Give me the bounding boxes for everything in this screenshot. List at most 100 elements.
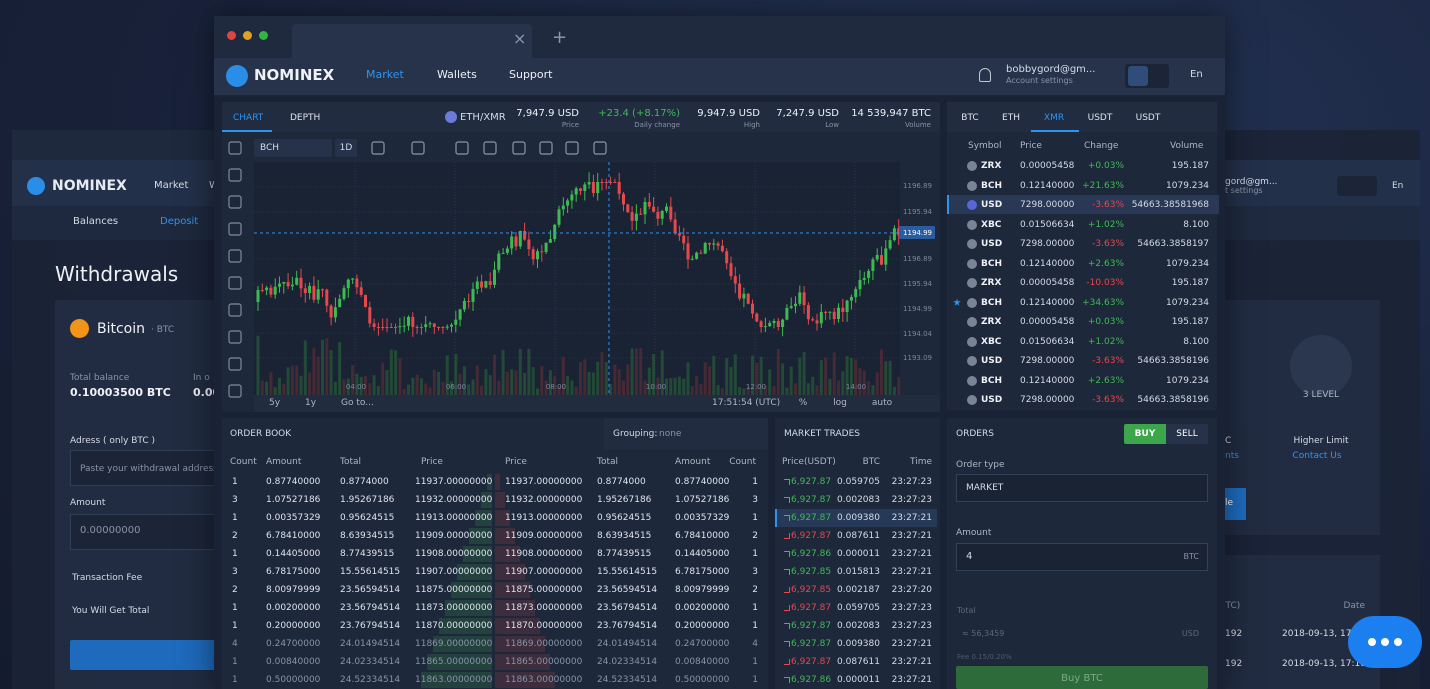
order-cell: 6.78410000 xyxy=(266,531,321,541)
candle-body xyxy=(467,300,471,302)
trade-arrow xyxy=(784,587,790,593)
min-dot[interactable] xyxy=(243,31,252,40)
tab-close[interactable]: × xyxy=(513,29,527,48)
order-cell: 1 xyxy=(752,603,758,613)
price: 0.12140000 xyxy=(1020,258,1075,269)
browser-tab[interactable] xyxy=(292,24,532,58)
volume-bar xyxy=(364,376,367,397)
chat-button[interactable] xyxy=(1348,616,1422,668)
trade-arrow xyxy=(784,677,790,683)
candle-body xyxy=(806,305,810,320)
market-tab[interactable]: ETH xyxy=(1002,113,1020,123)
market-tab[interactable]: USDT xyxy=(1135,113,1161,123)
order-cell: 1 xyxy=(752,621,758,631)
label[interactable]: Contact Us xyxy=(1292,451,1342,461)
chart-tab[interactable]: CHART xyxy=(233,113,264,123)
market-tab[interactable]: XMR xyxy=(1043,113,1065,123)
stat-label: High xyxy=(743,121,760,129)
candle-body xyxy=(725,251,729,264)
change: +0.03% xyxy=(1087,317,1124,327)
volume-bar xyxy=(282,383,286,397)
new-tab[interactable]: + xyxy=(552,27,568,48)
range-btn[interactable]: Go to... xyxy=(341,398,374,408)
close-dot[interactable] xyxy=(227,31,236,40)
y-label: 1194.04 xyxy=(903,330,932,338)
coin-icon xyxy=(967,180,977,191)
coin-icon xyxy=(967,219,977,230)
chart-tab[interactable]: DEPTH xyxy=(290,113,321,123)
candle-body xyxy=(364,294,367,308)
trade-amount: 0.009380 xyxy=(837,513,880,523)
scale-btn[interactable]: % xyxy=(798,398,808,408)
volume-bar xyxy=(604,362,608,397)
volume-bar xyxy=(712,355,716,397)
trade-amount: 0.059705 xyxy=(837,603,880,613)
scale-btn[interactable]: auto xyxy=(871,398,893,408)
candle-body xyxy=(819,311,823,324)
order-cell: 11873.00000000 xyxy=(505,603,583,613)
nav-item[interactable]: Support xyxy=(509,68,553,81)
candle-body xyxy=(510,236,514,249)
theme-light[interactable] xyxy=(1128,66,1148,86)
buy-tab[interactable]: BUY xyxy=(1134,429,1156,439)
volume-bar xyxy=(815,385,819,397)
volume-bar xyxy=(355,373,359,397)
candle-body xyxy=(609,182,613,183)
market-tab[interactable]: BTC xyxy=(961,113,979,123)
sell-tab[interactable]: SELL xyxy=(1176,429,1198,439)
volume-bar xyxy=(776,348,780,397)
range-btn[interactable]: 1y xyxy=(305,398,317,408)
order-cell: 23.56794514 xyxy=(340,603,401,613)
panel-title: ORDERS xyxy=(956,429,994,439)
y-label: 1196.89 xyxy=(903,182,932,190)
label: En xyxy=(1392,181,1404,191)
candle-body xyxy=(897,228,901,236)
volume-bar xyxy=(591,372,595,397)
order-type[interactable]: MARKET xyxy=(966,483,1004,493)
nav-item[interactable]: Market xyxy=(366,68,404,81)
submit[interactable]: Buy BTC xyxy=(1061,673,1103,684)
bg-logo-icon xyxy=(27,177,45,195)
stat-value: 14 539,947 BTC xyxy=(851,108,931,119)
order-cell: 24.52334514 xyxy=(597,675,658,685)
volume: 54663.3858197 xyxy=(1137,239,1209,249)
tool-icon xyxy=(228,303,242,317)
volume-bar xyxy=(290,365,294,397)
volume-bar xyxy=(785,387,789,397)
range-btn[interactable]: 5y xyxy=(269,398,281,408)
price: 0.00005458 xyxy=(1020,317,1075,327)
volume-bar xyxy=(321,339,324,397)
candle-body xyxy=(471,288,475,302)
volume: 195.187 xyxy=(1171,317,1209,327)
order-cell: 24.01494514 xyxy=(597,639,658,649)
language[interactable]: En xyxy=(1190,69,1203,80)
candle-body xyxy=(841,307,845,313)
title-bar: × + xyxy=(214,16,1225,58)
scale-btn[interactable]: log xyxy=(833,398,847,408)
max-dot[interactable] xyxy=(259,31,268,40)
order-cell: 3 xyxy=(752,495,758,505)
stat-label: Daily change xyxy=(634,121,680,129)
nav-item[interactable]: Wallets xyxy=(437,68,477,81)
volume-bar xyxy=(703,362,707,397)
column-header: Count xyxy=(230,457,257,467)
candle-body xyxy=(256,289,260,302)
order-cell: 1 xyxy=(232,603,238,613)
volume-bar xyxy=(720,388,724,397)
market-tab[interactable]: USDT xyxy=(1087,113,1113,123)
trade-time: 23:27:23 xyxy=(891,495,932,505)
order-cell: 0.14405000 xyxy=(266,549,321,559)
price: 0.00005458 xyxy=(1020,278,1075,288)
tool-icon xyxy=(539,141,553,155)
order-cell: 8.63934515 xyxy=(340,531,395,541)
depth-bar xyxy=(495,672,555,688)
label: nts xyxy=(1225,451,1239,461)
order-cell: 11875.00000000 xyxy=(505,585,583,595)
label: 2018-09-13, 17:18:4 xyxy=(1282,659,1375,669)
order-cell: 2 xyxy=(752,531,758,541)
x-label: 14:00 xyxy=(845,383,867,391)
candle-body xyxy=(639,213,643,215)
volume-bar xyxy=(579,361,582,397)
candle-body xyxy=(690,258,694,260)
volume-bar xyxy=(256,335,260,397)
